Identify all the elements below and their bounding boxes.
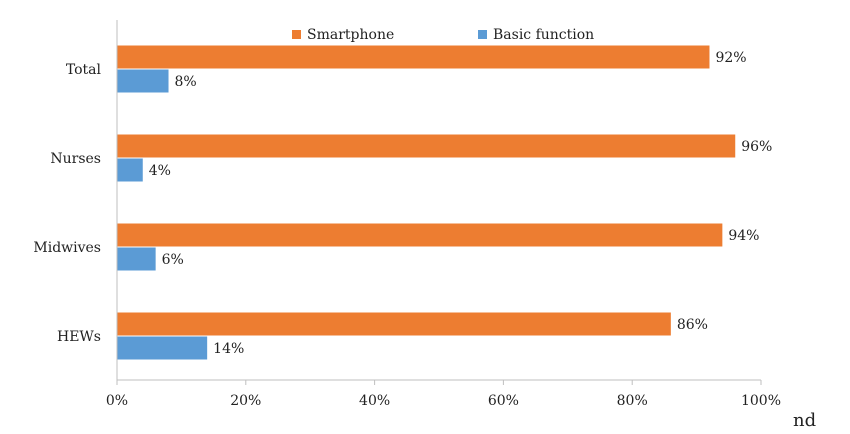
legend-label: Smartphone: [307, 27, 394, 43]
data-label: 8%: [175, 74, 197, 90]
bars: 92% 96% 94% 86% 8% 4% 6% 14%: [117, 45, 772, 360]
data-label: 96%: [741, 139, 772, 155]
legend-label: Basic function: [493, 27, 594, 43]
x-tick-label: 60%: [488, 393, 519, 409]
data-label: 4%: [149, 163, 171, 179]
x-tick-label: 100%: [741, 393, 781, 409]
category-label: Midwives: [33, 240, 101, 256]
data-label: 92%: [715, 50, 746, 66]
data-label: 86%: [677, 317, 708, 333]
category-label: Total: [66, 62, 102, 78]
legend-swatch-smartphone: [292, 30, 301, 39]
category-label: Nurses: [50, 151, 101, 167]
bar-basic-function-total: [117, 69, 169, 93]
bar-smartphone-midwives: [117, 223, 723, 247]
bar-smartphone-hews: [117, 312, 671, 336]
bar-basic-function-midwives: [117, 247, 156, 271]
category-label: HEWs: [57, 329, 101, 345]
data-label: 14%: [213, 341, 244, 357]
bar-smartphone-nurses: [117, 134, 736, 158]
bar-basic-function-hews: [117, 336, 208, 360]
legend-swatch-basic-function: [478, 30, 487, 39]
bar-smartphone-total: [117, 45, 710, 69]
data-label: 94%: [728, 228, 759, 244]
legend: Smartphone Basic function: [292, 27, 594, 43]
x-tick-label: 0%: [106, 393, 128, 409]
x-tick-label: 20%: [230, 393, 261, 409]
bar-basic-function-nurses: [117, 158, 143, 182]
data-label: 6%: [162, 252, 184, 268]
corner-text: nd: [793, 410, 817, 431]
x-tick-label: 40%: [359, 393, 390, 409]
x-tick-label: 80%: [617, 393, 648, 409]
axes: Total Nurses Midwives HEWs 0% 20% 40% 60% 80% 100…: [33, 20, 781, 409]
